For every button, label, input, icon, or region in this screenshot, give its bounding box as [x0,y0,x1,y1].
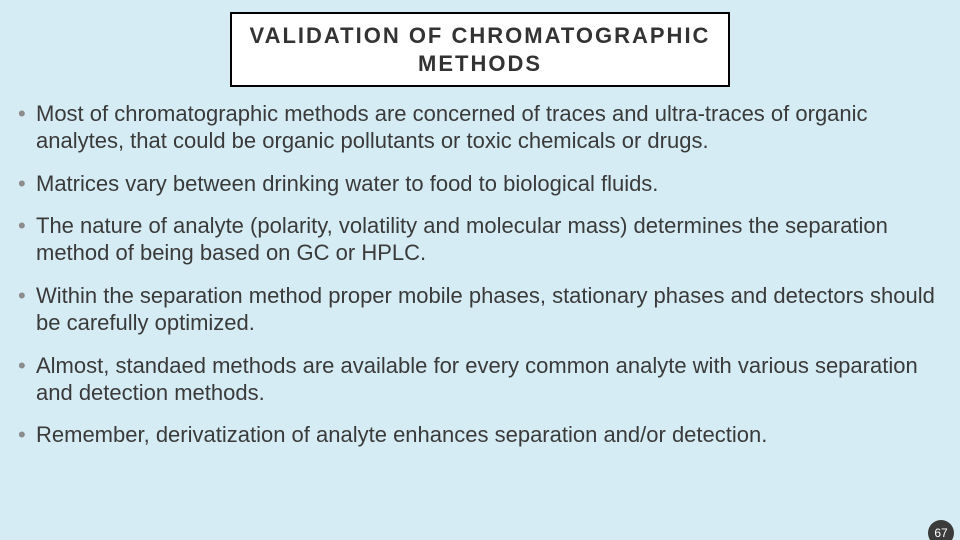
list-item: Matrices vary between drinking water to … [18,171,942,198]
list-item: Within the separation method proper mobi… [18,283,942,337]
list-item: Most of chromatographic methods are conc… [18,101,942,155]
list-item: Remember, derivatization of analyte enha… [18,422,942,449]
slide-title: VALIDATION OF CHROMATOGRAPHIC METHODS [244,22,716,77]
page-number-badge: 67 [928,520,954,540]
bullet-list: Most of chromatographic methods are conc… [0,101,960,449]
title-box: VALIDATION OF CHROMATOGRAPHIC METHODS [230,12,730,87]
list-item: Almost, standaed methods are available f… [18,353,942,407]
page-number: 67 [934,526,947,540]
list-item: The nature of analyte (polarity, volatil… [18,213,942,267]
